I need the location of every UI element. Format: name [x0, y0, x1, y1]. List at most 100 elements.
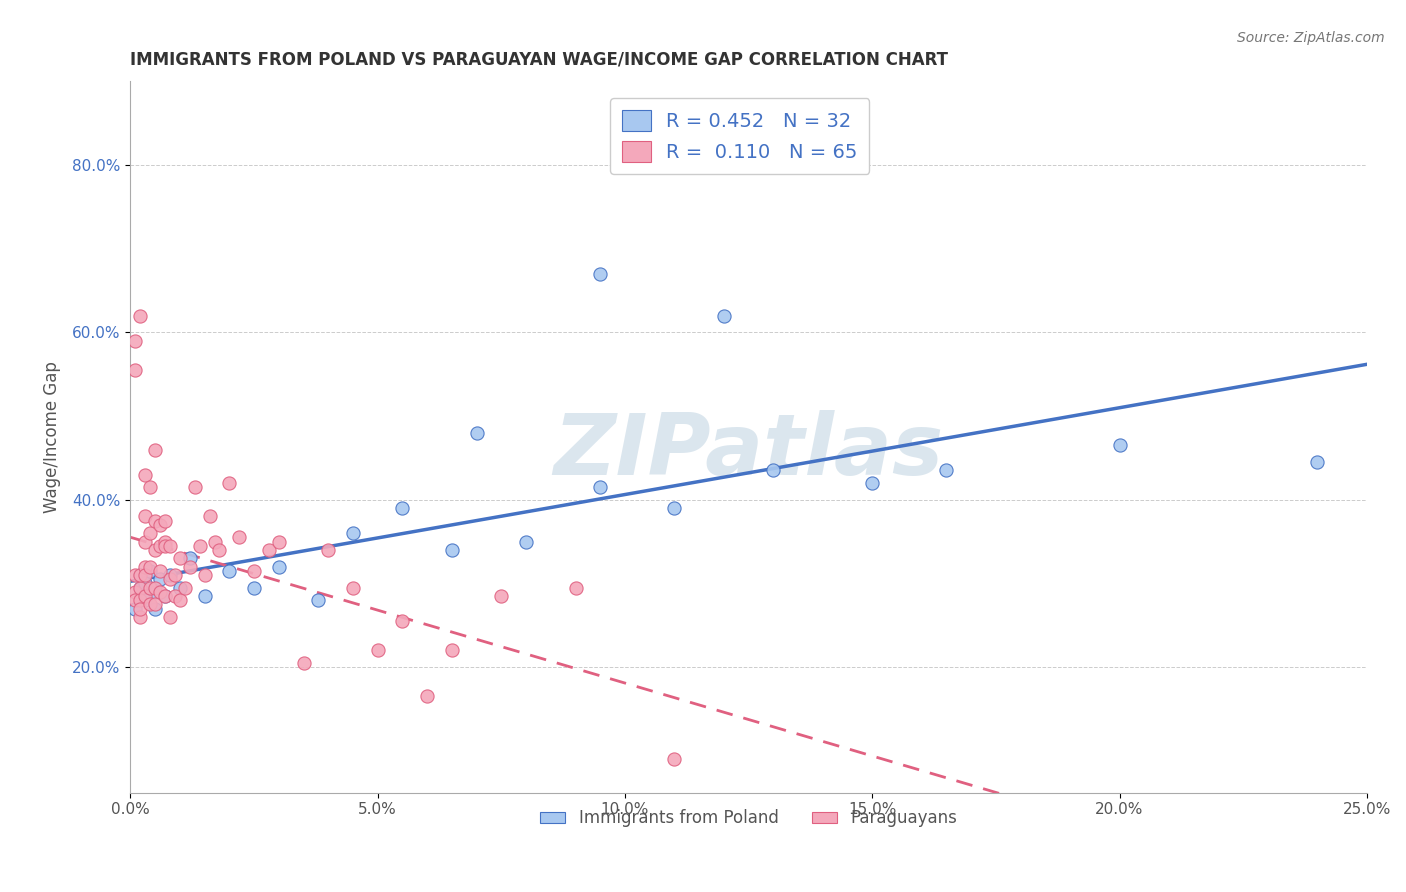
Point	[143, 598, 166, 612]
Point	[139, 526, 162, 541]
Point	[208, 543, 231, 558]
Point	[159, 610, 181, 624]
Point	[267, 534, 290, 549]
Point	[159, 572, 181, 586]
Point	[664, 752, 686, 766]
Point	[267, 559, 290, 574]
Point	[124, 334, 146, 348]
Point	[129, 581, 152, 595]
Point	[860, 476, 883, 491]
Point	[143, 601, 166, 615]
Point	[198, 509, 221, 524]
Legend: Immigrants from Poland, Paraguayans: Immigrants from Poland, Paraguayans	[534, 803, 963, 834]
Point	[129, 610, 152, 624]
Point	[1306, 455, 1329, 469]
Point	[465, 425, 488, 440]
Point	[342, 581, 364, 595]
Point	[139, 598, 162, 612]
Point	[169, 581, 191, 595]
Point	[342, 526, 364, 541]
Point	[292, 656, 315, 670]
Point	[134, 559, 156, 574]
Point	[762, 463, 785, 477]
Point	[139, 564, 162, 578]
Point	[134, 534, 156, 549]
Point	[218, 476, 240, 491]
Point	[143, 543, 166, 558]
Point	[179, 559, 201, 574]
Point	[188, 539, 211, 553]
Point	[124, 601, 146, 615]
Point	[134, 589, 156, 603]
Point	[440, 643, 463, 657]
Point	[391, 501, 413, 516]
Text: IMMIGRANTS FROM POLAND VS PARAGUAYAN WAGE/INCOME GAP CORRELATION CHART: IMMIGRANTS FROM POLAND VS PARAGUAYAN WAG…	[131, 51, 949, 69]
Point	[124, 584, 146, 599]
Point	[149, 517, 172, 532]
Point	[149, 564, 172, 578]
Point	[149, 584, 172, 599]
Point	[367, 643, 389, 657]
Point	[129, 568, 152, 582]
Point	[491, 589, 513, 603]
Point	[153, 589, 176, 603]
Point	[316, 543, 339, 558]
Point	[159, 568, 181, 582]
Point	[194, 589, 217, 603]
Point	[139, 581, 162, 595]
Point	[257, 543, 280, 558]
Point	[124, 568, 146, 582]
Point	[153, 589, 176, 603]
Text: Source: ZipAtlas.com: Source: ZipAtlas.com	[1237, 31, 1385, 45]
Point	[664, 501, 686, 516]
Point	[564, 581, 586, 595]
Point	[139, 480, 162, 494]
Point	[169, 551, 191, 566]
Point	[143, 584, 166, 599]
Point	[129, 601, 152, 615]
Point	[228, 530, 250, 544]
Y-axis label: Wage/Income Gap: Wage/Income Gap	[44, 361, 60, 513]
Point	[134, 576, 156, 591]
Point	[589, 267, 612, 281]
Point	[134, 467, 156, 482]
Point	[124, 363, 146, 377]
Point	[139, 559, 162, 574]
Point	[153, 514, 176, 528]
Point	[129, 568, 152, 582]
Point	[129, 581, 152, 595]
Point	[1108, 438, 1130, 452]
Point	[416, 690, 439, 704]
Point	[124, 593, 146, 607]
Point	[163, 568, 186, 582]
Point	[169, 593, 191, 607]
Point	[143, 581, 166, 595]
Point	[149, 572, 172, 586]
Point	[194, 568, 217, 582]
Point	[153, 539, 176, 553]
Point	[307, 593, 329, 607]
Point	[153, 534, 176, 549]
Point	[134, 568, 156, 582]
Point	[143, 514, 166, 528]
Point	[204, 534, 226, 549]
Point	[134, 509, 156, 524]
Point	[173, 581, 195, 595]
Point	[713, 309, 735, 323]
Point	[129, 593, 152, 607]
Point	[391, 614, 413, 628]
Point	[243, 581, 266, 595]
Point	[440, 543, 463, 558]
Point	[179, 551, 201, 566]
Point	[143, 442, 166, 457]
Point	[935, 463, 957, 477]
Point	[134, 593, 156, 607]
Point	[589, 480, 612, 494]
Text: ZIPatlas: ZIPatlas	[554, 409, 943, 492]
Point	[149, 539, 172, 553]
Point	[159, 539, 181, 553]
Point	[129, 309, 152, 323]
Point	[184, 480, 207, 494]
Point	[243, 564, 266, 578]
Point	[515, 534, 537, 549]
